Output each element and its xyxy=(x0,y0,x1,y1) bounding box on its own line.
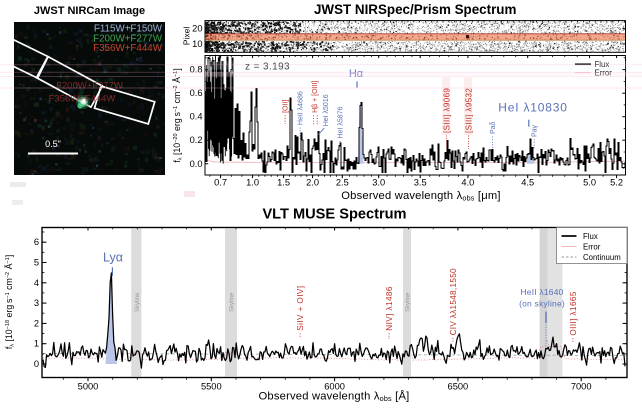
svg-text:0.5": 0.5" xyxy=(45,139,61,149)
svg-text:F356W+F444W: F356W+F444W xyxy=(49,94,116,105)
svg-text:F200W+F277W: F200W+F277W xyxy=(56,81,123,92)
svg-text:JWST NIRCam Image: JWST NIRCam Image xyxy=(34,5,145,17)
svg-text:F356W+F444W: F356W+F444W xyxy=(93,43,163,54)
